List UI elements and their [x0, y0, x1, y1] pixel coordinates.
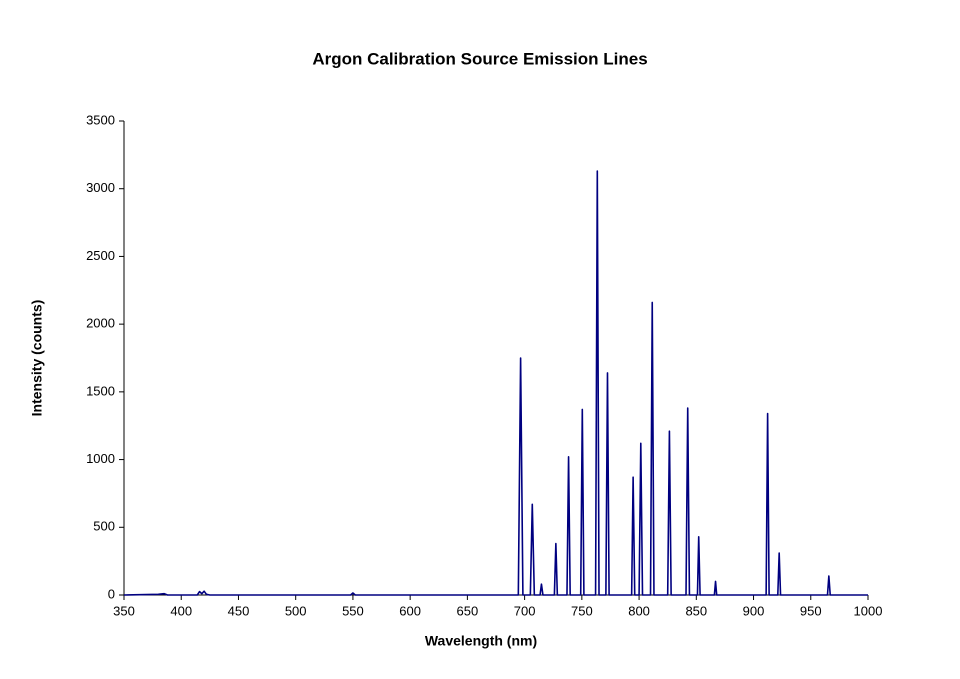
chart-title: Argon Calibration Source Emission Lines	[312, 49, 647, 68]
x-tick-label: 550	[342, 603, 364, 618]
x-tick-label: 700	[514, 603, 536, 618]
x-tick-label: 650	[457, 603, 479, 618]
x-tick-label: 1000	[854, 603, 883, 618]
y-tick-label: 1000	[86, 451, 115, 466]
x-tick-label: 450	[228, 603, 250, 618]
y-tick-label: 2000	[86, 316, 115, 331]
x-tick-label: 350	[113, 603, 135, 618]
x-tick-label: 400	[170, 603, 192, 618]
x-tick-label: 850	[685, 603, 707, 618]
x-tick-label: 900	[743, 603, 765, 618]
x-axis-title: Wavelength (nm)	[425, 633, 537, 649]
x-tick-label: 600	[399, 603, 421, 618]
y-tick-label: 3000	[86, 180, 115, 195]
x-tick-label: 750	[571, 603, 593, 618]
y-tick-label: 0	[108, 586, 115, 601]
y-tick-label: 500	[93, 519, 115, 534]
y-axis-title: Intensity (counts)	[29, 300, 45, 417]
x-tick-label: 800	[628, 603, 650, 618]
y-tick-label: 1500	[86, 383, 115, 398]
spectrum-line	[123, 170, 868, 596]
x-tick-label: 950	[800, 603, 822, 618]
x-tick-label: 500	[285, 603, 307, 618]
y-tick-label: 2500	[86, 248, 115, 263]
y-tick-label: 3500	[86, 112, 115, 127]
